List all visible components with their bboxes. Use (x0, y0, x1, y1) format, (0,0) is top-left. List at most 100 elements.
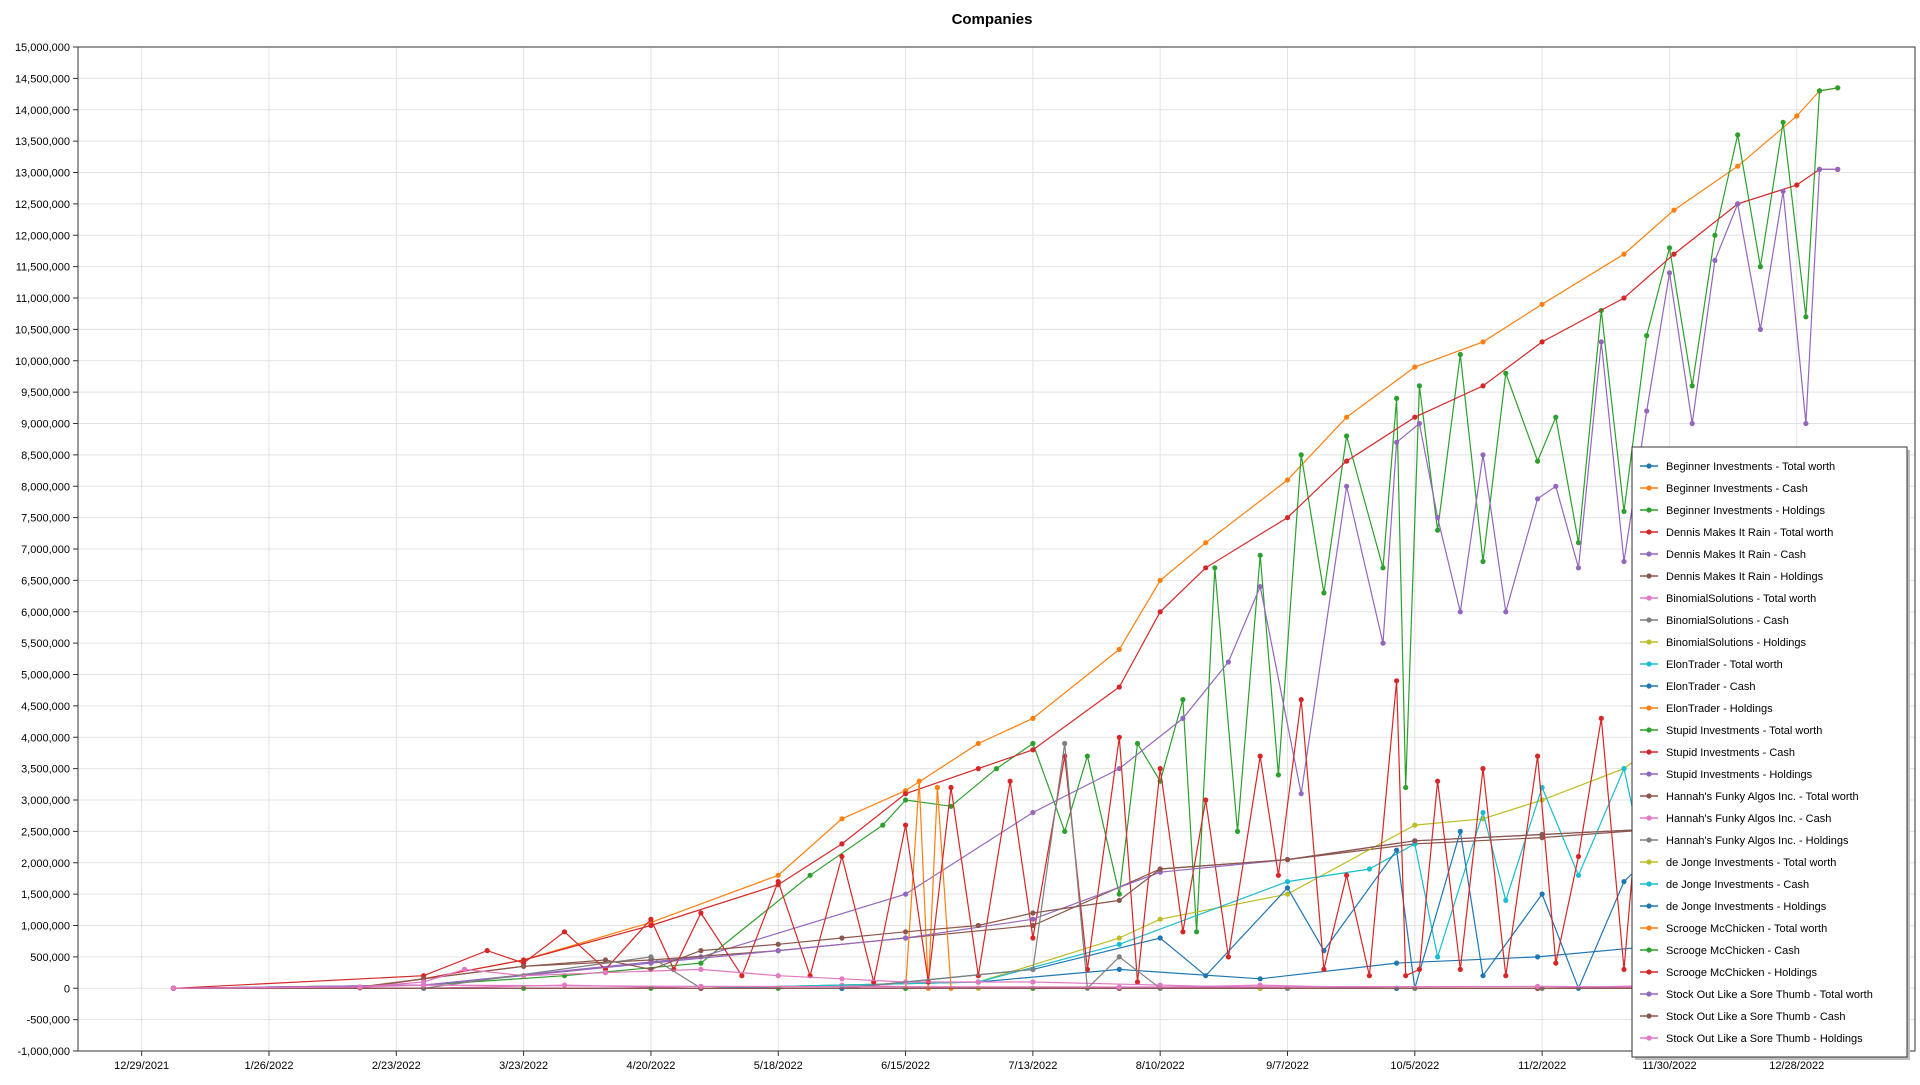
series-line (173, 818, 1838, 989)
legend-swatch-marker (1646, 925, 1652, 931)
data-point (602, 957, 609, 963)
data-point (1157, 935, 1163, 941)
legend-item: Stupid Investments - Cash (1640, 747, 1795, 759)
x-tick-label: 5/18/2022 (754, 1060, 803, 1072)
legend-label: Hannah's Funky Algos Inc. - Total worth (1666, 791, 1859, 803)
data-point (839, 935, 845, 941)
legend-label: Beginner Investments - Cash (1666, 483, 1808, 495)
legend-swatch-marker (1646, 881, 1652, 887)
data-point (1257, 976, 1263, 982)
data-point (1435, 515, 1441, 521)
series-3 (170, 166, 1841, 991)
data-point (1480, 383, 1486, 389)
data-point (1180, 697, 1186, 703)
legend-label: Stock Out Like a Sore Thumb - Total wort… (1666, 989, 1873, 1001)
series-line (173, 168, 1838, 989)
legend-item: BinomialSolutions - Total worth (1640, 593, 1816, 605)
data-point (648, 916, 654, 922)
data-point (1394, 960, 1400, 966)
data-point (1503, 973, 1509, 979)
legend-label: Stock Out Like a Sore Thumb - Cash (1666, 1011, 1846, 1023)
y-tick-label: 0 (64, 983, 70, 995)
data-point (1757, 326, 1763, 332)
data-point (1321, 590, 1327, 596)
legend-swatch-marker (1646, 705, 1652, 711)
data-point (1539, 891, 1545, 897)
legend-swatch-marker (1646, 1035, 1652, 1041)
data-point (1380, 565, 1386, 571)
data-point (775, 941, 781, 947)
data-point (698, 948, 704, 954)
legend-swatch-marker (1646, 749, 1652, 755)
data-point (1835, 85, 1841, 91)
data-point (357, 984, 363, 990)
legend-swatch-marker (1646, 837, 1652, 843)
y-tick-label: 13,500,000 (15, 136, 70, 148)
data-point (975, 766, 981, 772)
x-tick-label: 12/29/2021 (114, 1060, 169, 1072)
data-point (1598, 339, 1604, 345)
legend-swatch-marker (1646, 661, 1652, 667)
data-point (1284, 885, 1291, 891)
data-point (1621, 766, 1627, 772)
data-point (807, 872, 813, 878)
legend-swatch-marker (1646, 991, 1652, 997)
data-point (648, 922, 654, 929)
y-tick-label: 500,000 (30, 952, 70, 964)
y-tick-label: 4,500,000 (21, 701, 70, 713)
y-tick-label: -1,000,000 (17, 1046, 70, 1058)
series-5 (170, 816, 1841, 991)
legend-swatch-marker (1646, 903, 1652, 909)
legend-label: Dennis Makes It Rain - Total worth (1666, 527, 1833, 539)
data-point (1275, 772, 1281, 778)
data-point (948, 803, 954, 809)
y-tick-label: 2,000,000 (21, 858, 70, 870)
data-point (1535, 496, 1541, 502)
data-point (1575, 540, 1582, 546)
y-tick-label: 4,000,000 (21, 732, 70, 744)
y-tick-label: 6,000,000 (21, 607, 70, 619)
data-point (1780, 188, 1786, 194)
legend-item: BinomialSolutions - Holdings (1640, 637, 1807, 649)
data-point (1435, 778, 1441, 784)
y-tick-label: 12,500,000 (15, 199, 70, 211)
data-point (1412, 364, 1418, 370)
data-point (421, 982, 427, 988)
data-point (1575, 565, 1582, 571)
data-point (170, 985, 177, 991)
legend-swatch-marker (1646, 727, 1652, 733)
y-tick-label: 10,000,000 (15, 356, 70, 368)
data-point (1480, 766, 1486, 772)
data-point (1116, 684, 1122, 690)
data-point (934, 784, 941, 791)
y-tick-label: 5,500,000 (21, 638, 70, 650)
y-tick-label: 9,000,000 (21, 419, 70, 431)
series-line (173, 87, 1838, 989)
data-point (1735, 163, 1741, 169)
legend-swatch-marker (1646, 529, 1652, 535)
data-point (1435, 954, 1441, 960)
data-point (839, 853, 845, 860)
series-9 (170, 728, 1718, 991)
x-tick-label: 2/23/2022 (372, 1060, 421, 1072)
y-tick-label: 8,500,000 (21, 450, 70, 462)
data-point (1712, 257, 1718, 263)
data-point (880, 822, 886, 828)
data-point (1344, 458, 1350, 464)
data-point (1394, 847, 1400, 853)
data-point (1394, 439, 1400, 445)
legend-swatch-marker (1646, 485, 1652, 491)
data-point (1394, 678, 1400, 684)
data-point (975, 979, 981, 985)
legend-label: Hannah's Funky Algos Inc. - Holdings (1666, 835, 1849, 847)
data-point (1203, 565, 1209, 571)
data-point (1062, 740, 1068, 747)
data-point (1671, 251, 1677, 257)
data-point (1134, 740, 1141, 747)
y-tick-label: 11,000,000 (16, 293, 70, 305)
y-tick-label: 3,000,000 (21, 795, 70, 807)
data-point (1344, 414, 1350, 420)
data-point (1344, 483, 1350, 489)
data-point (1535, 458, 1541, 464)
data-point (1134, 979, 1141, 985)
